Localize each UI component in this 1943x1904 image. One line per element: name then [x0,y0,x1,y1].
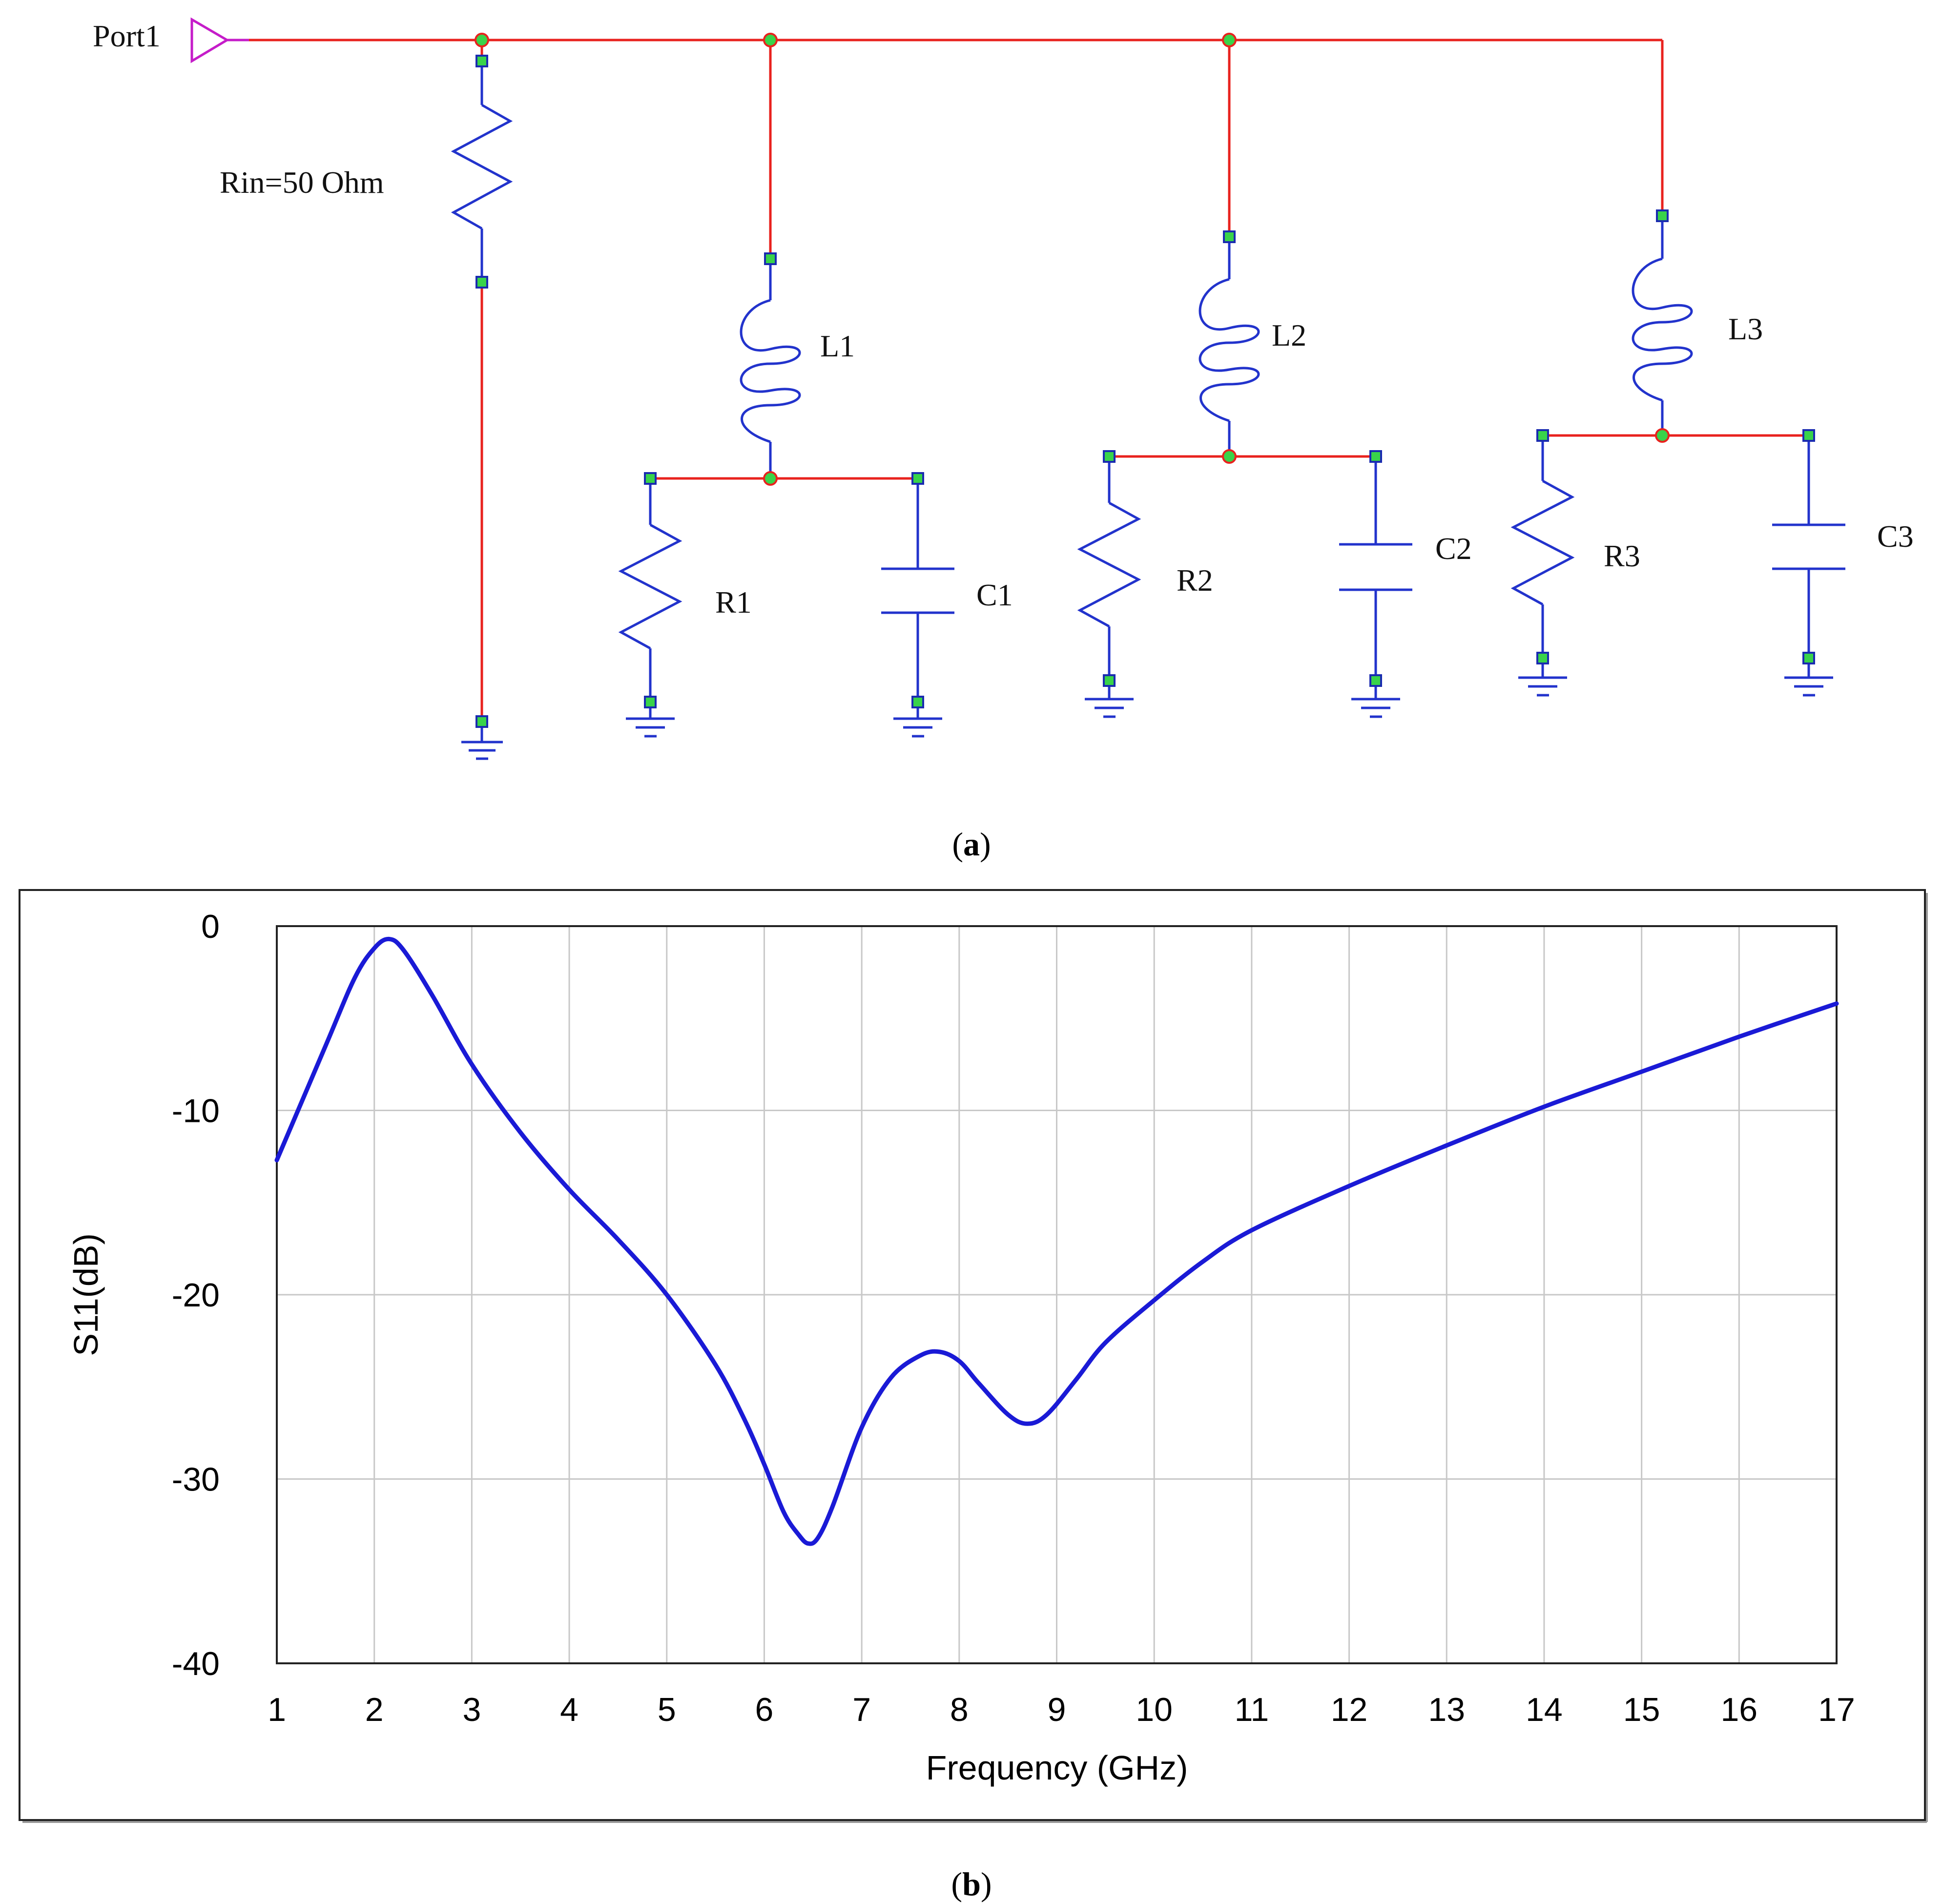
chart-frame [19,889,1926,1821]
x-tick-label: 8 [950,1691,969,1728]
junction-nodes [475,33,1670,486]
y-tick-label: -20 [172,1277,220,1314]
x-tick-label: 16 [1720,1691,1757,1728]
plot-area [276,925,1838,1664]
x-axis-title: Frequency (GHz) [926,1749,1188,1787]
y-tick-labels: 0 -10 -20 -30 -40 [172,908,220,1682]
rin-label: Rin=50 Ohm [220,165,384,200]
c3-label: C3 [1877,519,1914,554]
port-symbol [190,17,249,63]
y-tick-label: -10 [172,1093,220,1130]
y-tick-label: -40 [172,1645,220,1682]
y-axis-title: S11(dB) [67,1233,105,1356]
l3-label: L3 [1728,311,1763,346]
c1-label: C1 [976,578,1013,612]
x-tick-label: 15 [1623,1691,1660,1728]
caption-a: (a) [952,826,991,863]
x-tick-label: 6 [755,1691,774,1728]
y-tick-label: 0 [201,908,220,945]
c2-label: C2 [1435,531,1472,566]
l2-label: L2 [1272,318,1306,352]
resistor-r3 [1510,435,1575,697]
capacitor-c1 [881,478,954,738]
x-tick-label: 14 [1526,1691,1563,1728]
x-tick-label: 11 [1235,1691,1269,1728]
port-label: Port1 [93,19,161,53]
capacitor-c2 [1339,456,1412,718]
x-tick-label: 1 [268,1691,286,1728]
resistor-r2 [1077,456,1141,718]
x-tick-label: 4 [560,1691,579,1728]
s11-series-line [274,936,1839,1546]
rin-resistor [451,40,513,760]
l1-label: L1 [820,329,855,363]
component-pins [475,55,1815,728]
circuit-schematic: Port1 Rin=50 Ohm L1 [93,17,1914,760]
inductor-l1 [740,259,801,478]
x-tick-label: 7 [852,1691,871,1728]
inductor-l3 [1632,216,1693,435]
x-tick-label: 17 [1818,1691,1855,1728]
x-tick-label: 3 [462,1691,481,1728]
x-tick-label: 5 [658,1691,676,1728]
grid-lines [277,926,1837,1663]
x-tick-label: 12 [1331,1691,1368,1728]
x-tick-label: 9 [1048,1691,1066,1728]
r3-label: R3 [1604,538,1640,573]
inductor-l2 [1199,237,1260,456]
r1-label: R1 [715,585,752,620]
x-tick-label: 10 [1136,1691,1173,1728]
caption-b: (b) [951,1865,992,1903]
y-tick-label: -30 [172,1461,220,1498]
capacitor-c3 [1772,435,1845,697]
x-tick-label: 2 [365,1691,384,1728]
x-tick-label: 13 [1428,1691,1465,1728]
x-tick-labels: 1 2 3 4 5 6 7 8 9 10 11 12 13 14 15 16 17 [268,1691,1855,1728]
top-bus-wire [249,39,1664,259]
s11-chart: 1 2 3 4 5 6 7 8 9 10 11 12 13 14 15 16 17 0-10-20-30-40 … [19,889,1928,1823]
r2-label: R2 [1177,563,1213,598]
